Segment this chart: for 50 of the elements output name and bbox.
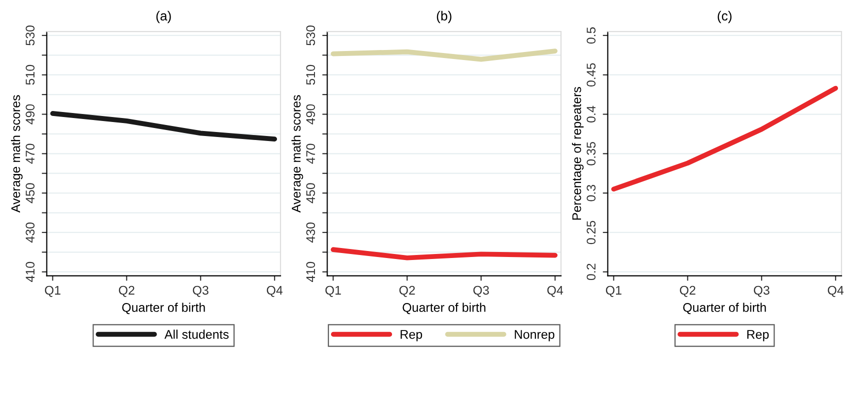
y-tick-label: 410: [26, 262, 35, 282]
legend-label: Nonrep: [514, 330, 554, 342]
legend-label: Rep: [747, 330, 769, 342]
x-tick-label: Q2: [118, 286, 134, 297]
y-axis-title: Average math scores: [291, 95, 304, 213]
y-tick-label: 0.35: [586, 142, 596, 166]
y-tick-label: 0.5: [586, 27, 596, 44]
x-tick-label: Q2: [399, 286, 415, 297]
y-axis-title: Average math scores: [10, 95, 23, 213]
y-tick-label: 0.25: [586, 220, 596, 244]
x-tick-label: Q2: [680, 286, 696, 297]
legend-label: All students: [164, 330, 229, 339]
x-tick-label: Q4: [547, 286, 564, 297]
y-tick-label: 430: [306, 222, 316, 243]
y-tick-label: 0.4: [586, 106, 596, 122]
y-tick-label: 490: [26, 104, 35, 124]
y-tick-label: 410: [306, 262, 316, 282]
line-series: [330, 48, 558, 62]
line-series: [50, 111, 278, 142]
x-tick-label: Q3: [473, 286, 489, 297]
y-tick-label: 470: [26, 144, 35, 164]
y-tick-label: 490: [306, 104, 316, 124]
line-series: [611, 86, 838, 192]
y-tick-label: 530: [26, 26, 35, 46]
y-tick-label: 530: [306, 26, 316, 46]
x-axis-title: Quarter of birth: [402, 302, 486, 314]
chart-title: (c): [718, 10, 732, 24]
y-tick-label: 510: [26, 64, 35, 85]
x-tick-label: Q1: [606, 286, 622, 297]
chart-title: (b): [436, 10, 452, 24]
chart-title: (a): [156, 10, 171, 24]
y-tick-label: 0.3: [586, 184, 596, 202]
x-axis-title: Quarter of birth: [683, 302, 766, 314]
y-tick-label: 470: [306, 144, 316, 164]
y-tick-label: 510: [306, 64, 316, 85]
y-tick-label: 450: [26, 183, 35, 204]
line-series: [330, 247, 558, 260]
x-tick-label: Q1: [44, 286, 60, 297]
x-tick-label: Q3: [192, 286, 208, 297]
x-tick-label: Q3: [754, 286, 770, 297]
x-tick-label: Q1: [325, 286, 341, 297]
x-axis-title: Quarter of birth: [122, 302, 205, 314]
y-axis-title: Percentage of repeaters: [572, 87, 584, 220]
y-tick-label: 430: [26, 222, 35, 243]
y-tick-label: 0.2: [586, 264, 596, 280]
y-tick-label: 450: [306, 183, 316, 204]
x-tick-label: Q4: [266, 286, 283, 297]
x-tick-label: Q4: [828, 286, 844, 297]
y-tick-label: 0.45: [586, 63, 596, 87]
legend-label: Rep: [400, 330, 422, 342]
